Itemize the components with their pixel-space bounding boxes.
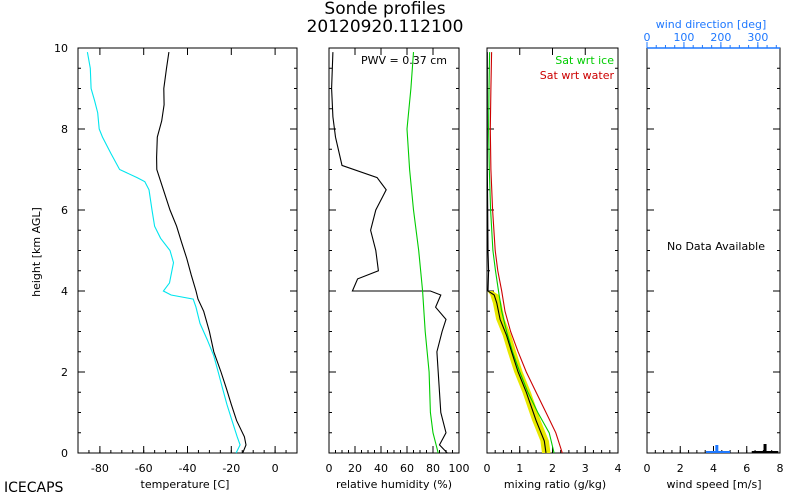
x-tick-label: -20	[222, 462, 240, 475]
x-tick-label: 80	[426, 462, 440, 475]
plot-frame	[486, 47, 619, 454]
x-tick-label: 100	[449, 462, 470, 475]
dewpoint-line	[86, 52, 241, 454]
x-tick-label: 4	[615, 462, 622, 475]
temperature-panel: -80 -60 -40 -20 0 0 2 4 6 8 10	[54, 42, 298, 475]
legend-sat-water: Sat wrt water	[540, 69, 615, 82]
mixing-uncertainty-band	[487, 291, 551, 453]
y-tick-label: 10	[54, 42, 68, 55]
mixing-x-label: mixing ratio (g/kg)	[504, 478, 606, 491]
sat_ice-line	[488, 52, 555, 454]
x-tick-label: 0	[484, 462, 491, 475]
wind-x-label: wind speed [m/s]	[667, 478, 762, 491]
top-x-tick-label: 300	[747, 31, 768, 44]
pwv-annotation: PWV = 0.37 cm	[361, 54, 447, 67]
brand-label: ICECAPS	[4, 480, 64, 496]
plot-frame	[77, 47, 298, 454]
y-tick-label: 4	[61, 285, 68, 298]
legend-sat-ice: Sat wrt ice	[555, 54, 614, 67]
wind-panel: 0 2 4 6 8 0 100 200 300	[644, 31, 784, 475]
x-tick-label: 40	[374, 462, 388, 475]
x-tick-label: 2	[677, 462, 684, 475]
wind-speed-bar	[763, 444, 767, 453]
chart-subtitle: 20120920.112100	[307, 17, 464, 37]
mixing-line	[486, 52, 547, 454]
rh-x-label: relative humidity (%)	[336, 478, 452, 491]
x-tick-label: 1	[516, 462, 523, 475]
x-tick-label: 4	[710, 462, 717, 475]
temperature-x-label: temperature [C]	[141, 478, 230, 491]
y-axis-label: height [km AGL]	[30, 207, 43, 297]
y-tick-label: 6	[61, 204, 68, 217]
temperature-line	[156, 52, 247, 454]
x-tick-label: 20	[348, 462, 362, 475]
y-tick-label: 0	[61, 447, 68, 460]
x-tick-label: 2	[549, 462, 556, 475]
top-x-tick-label: 0	[644, 31, 651, 44]
x-tick-label: 0	[326, 462, 333, 475]
mixing-ratio-panel: 0 1 2 3 4	[484, 47, 622, 475]
x-tick-label: 8	[777, 462, 784, 475]
x-tick-label: -80	[91, 462, 109, 475]
x-tick-label: 6	[743, 462, 750, 475]
chart-title: Sonde profiles	[324, 0, 445, 19]
top-x-tick-label: 100	[673, 31, 694, 44]
x-tick-label: 3	[582, 462, 589, 475]
no-data-message: No Data Available	[667, 240, 765, 253]
wind-dir-bar	[715, 445, 719, 453]
x-tick-label: 0	[272, 462, 279, 475]
top-x-tick-label: 200	[710, 31, 731, 44]
x-tick-label: 0	[644, 462, 651, 475]
y-tick-label: 2	[61, 366, 68, 379]
sat_ice-line	[406, 52, 439, 454]
rh-line	[331, 52, 448, 454]
relative-humidity-panel: 0 20 40 60 80 100	[326, 47, 470, 475]
x-tick-label: -40	[179, 462, 197, 475]
x-tick-label: -60	[135, 462, 153, 475]
sat_water-line	[489, 52, 563, 454]
wind-direction-label: wind direction [deg]	[656, 18, 767, 31]
y-tick-label: 8	[61, 123, 68, 136]
x-tick-label: 60	[400, 462, 414, 475]
